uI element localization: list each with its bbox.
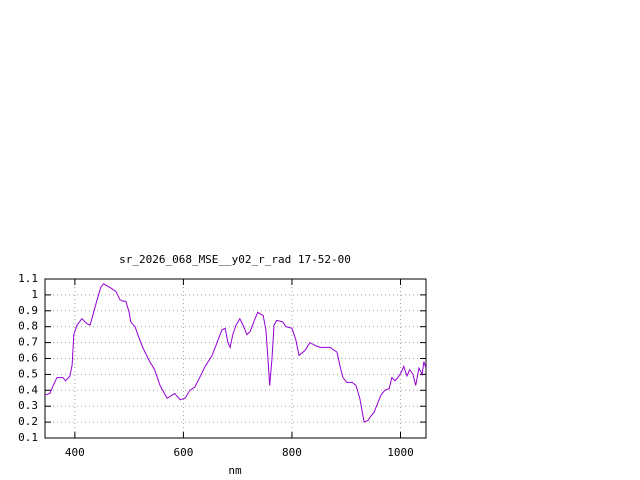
x-tick-label: 600 [173,446,193,459]
chart-title: sr_2026_068_MSE__y02_r_rad 17-52-00 [119,253,351,266]
x-tick-label: 1000 [387,446,414,459]
plot-border [44,278,427,439]
data-line [44,283,427,423]
y-tick-label: 1 [31,288,38,301]
y-tick-label: 0.1 [18,431,38,444]
x-tick-label: 400 [65,446,85,459]
y-tick-label: 0.3 [18,399,38,412]
y-tick-label: 0.2 [18,415,38,428]
y-tick-label: 1.1 [18,272,38,285]
y-tick-label: 0.8 [18,320,38,333]
y-tick-label: 0.9 [18,304,38,317]
y-tick-label: 0.7 [18,336,38,349]
y-tick-label: 0.4 [18,383,38,396]
x-tick-label: 800 [282,446,302,459]
y-tick-label: 0.5 [18,367,38,380]
x-axis-label: nm [228,464,242,477]
y-tick-label: 0.6 [18,352,38,365]
